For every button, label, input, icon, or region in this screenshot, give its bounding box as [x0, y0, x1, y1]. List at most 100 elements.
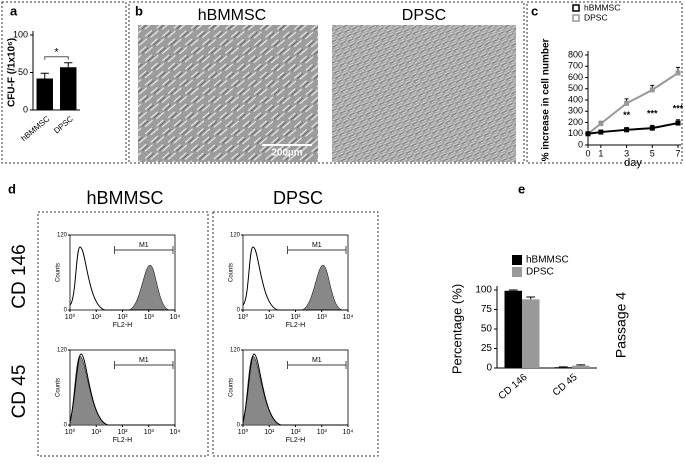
y-axis-label: Counts: [56, 263, 62, 282]
y-tick-label: 75: [481, 304, 493, 315]
y-tick-label: 100: [13, 29, 28, 39]
y-tick-label: 400: [568, 94, 583, 104]
y-tick-label: 120: [57, 348, 68, 354]
panel-a-box: [1, 1, 127, 164]
y-tick-label: 800: [568, 49, 583, 59]
gate: [287, 246, 347, 254]
x-tick-label: 10¹: [264, 314, 275, 321]
y-tick-label: 0: [486, 363, 492, 374]
bar: [522, 299, 540, 368]
histogram-filled: [127, 264, 171, 311]
marker: [624, 127, 630, 133]
column-title: hBMMSC: [86, 188, 163, 208]
gate: [114, 361, 174, 369]
y-tick-label: 0: [578, 139, 583, 149]
x-tick-label: DPSC: [52, 114, 75, 135]
panel-label: a: [10, 3, 18, 18]
histogram-open: [242, 246, 348, 311]
micrograph: [138, 25, 318, 162]
gate-label: M1: [312, 357, 322, 364]
row-title: CD 45: [9, 365, 30, 419]
error-bar: [576, 364, 586, 366]
error-bar: [40, 72, 49, 79]
column-title: DPSC: [273, 188, 323, 208]
scale-bar-label: 200µm: [271, 148, 302, 159]
y-tick-label: 300: [568, 106, 583, 116]
legend-label: DPSC: [526, 267, 554, 278]
panel-label: e: [518, 181, 525, 196]
x-tick-label: 7: [675, 148, 680, 158]
x-tick-label: 10⁰: [238, 428, 249, 436]
y-tick-label: 25: [481, 343, 493, 354]
x-tick-label: 10²: [117, 429, 128, 436]
y-axis-label: Counts: [229, 263, 235, 282]
marker: [675, 70, 681, 76]
x-axis-label: day: [624, 157, 642, 169]
panel-label: b: [135, 3, 143, 18]
y-tick-label: 0: [64, 308, 68, 314]
y-tick-label: 120: [230, 348, 241, 354]
bar: [554, 367, 572, 368]
y-axis-label: Counts: [229, 378, 235, 397]
marker: [585, 131, 591, 137]
legend-marker: [572, 14, 580, 22]
y-axis-label: CFU-F (/1x10⁶): [7, 38, 18, 107]
legend-label: hBMMSC: [584, 2, 620, 12]
gate-label: M1: [139, 357, 149, 364]
y-axis-label: Percentage (%): [449, 284, 464, 374]
y-tick-label: 700: [568, 61, 583, 71]
y-tick-label: 600: [568, 72, 583, 82]
x-tick-label: 0: [585, 148, 590, 158]
scale-bar: [262, 144, 312, 146]
y-tick-label: 0: [237, 423, 241, 429]
panel-d-box: [212, 211, 379, 457]
x-tick-label: 10²: [290, 429, 301, 436]
legend-label: DPSC: [584, 12, 608, 22]
y-tick-label: 500: [568, 83, 583, 93]
x-axis-label: FL2-H: [286, 322, 305, 329]
x-tick-label: 3: [624, 148, 629, 158]
y-tick-label: 0: [237, 308, 241, 314]
x-tick-label: 10⁴: [343, 429, 354, 436]
x-tick-label: 10⁴: [170, 429, 181, 436]
y-axis-label: Counts: [56, 378, 62, 397]
x-tick-label: 10³: [317, 314, 328, 321]
x-tick-label: CD 146: [497, 372, 530, 403]
x-tick-label: 10⁴: [343, 314, 354, 321]
image-title: DPSC: [402, 7, 446, 24]
marker: [649, 87, 655, 93]
bar: [572, 365, 590, 368]
x-tick-label: 10⁴: [170, 314, 181, 321]
x-tick-label: 10²: [117, 314, 128, 321]
histogram-open: [69, 246, 175, 311]
y-tick-label: 120: [230, 233, 241, 239]
y-tick-label: 50: [18, 67, 28, 77]
error-bar: [508, 289, 518, 291]
y-tick-label: 0: [23, 104, 28, 114]
gate: [114, 246, 174, 254]
legend-label: hBMMSC: [526, 255, 569, 266]
y-tick-label: 100: [475, 285, 492, 296]
x-tick-label: 10³: [144, 314, 155, 321]
x-tick-label: 10⁰: [65, 313, 76, 321]
histogram-filled: [242, 355, 282, 426]
x-tick-label: 10¹: [264, 429, 275, 436]
x-axis-label: FL2-H: [113, 322, 132, 329]
x-tick-label: 10⁰: [238, 313, 249, 321]
error-bar: [526, 296, 536, 300]
legend-swatch: [512, 255, 522, 265]
annotation: ***: [673, 103, 684, 113]
y-tick-label: 200: [568, 117, 583, 127]
marker: [675, 120, 681, 126]
histogram-filled: [300, 264, 344, 311]
annotation: **: [623, 110, 631, 120]
panel-d-box: [37, 211, 209, 457]
x-tick-label: 5: [650, 148, 655, 158]
marker: [598, 121, 604, 127]
gate-label: M1: [312, 242, 322, 249]
significance-bracket: [44, 56, 69, 60]
gate-label: M1: [139, 242, 149, 249]
histogram-open: [69, 353, 175, 426]
x-axis-label: FL2-H: [113, 437, 132, 444]
